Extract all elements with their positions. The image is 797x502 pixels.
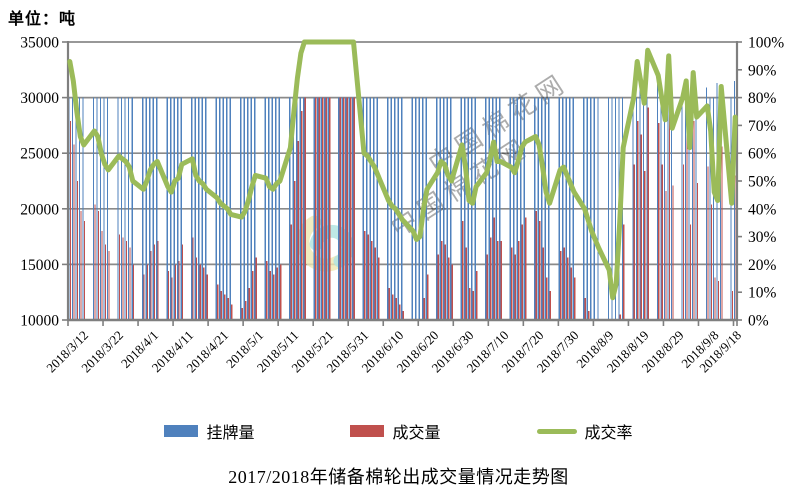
x-axis-labels: 2018/3/122018/3/222018/4/12018/4/112018/…: [43, 328, 744, 376]
svg-text:30000: 30000: [20, 90, 59, 107]
legend: 挂牌量 成交量 成交率: [0, 419, 797, 443]
legend-label-traded-volume: 成交量: [392, 425, 441, 442]
svg-text:40%: 40%: [748, 201, 777, 218]
legend-item-listed-volume: 挂牌量: [164, 419, 254, 443]
svg-text:80%: 80%: [748, 90, 777, 107]
svg-text:10%: 10%: [748, 285, 777, 302]
svg-text:25000: 25000: [20, 146, 59, 163]
svg-text:10000: 10000: [20, 313, 59, 330]
left-axis-labels: 35000 30000 25000 20000 15000 10000: [20, 35, 59, 330]
legend-swatch-traded-volume-bar: [350, 425, 385, 437]
svg-text:60%: 60%: [748, 146, 777, 163]
svg-text:20000: 20000: [20, 201, 59, 218]
svg-text:20%: 20%: [748, 257, 777, 274]
legend-item-transaction-rate: 成交率: [536, 419, 633, 443]
legend-item-traded-volume: 成交量: [350, 419, 441, 443]
legend-label-transaction-rate: 成交率: [584, 425, 633, 442]
volume-rate-combo-chart: 中国棉花网中国棉花网350003000025000200001500010000…: [20, 35, 784, 376]
bars-traded-volume: [69, 97, 737, 321]
svg-text:35000: 35000: [20, 35, 59, 52]
svg-text:100%: 100%: [748, 35, 784, 52]
axes: [62, 41, 742, 326]
legend-swatch-listed-volume-bar: [164, 425, 199, 437]
svg-text:70%: 70%: [748, 118, 777, 135]
right-axis-labels: 100% 90% 80% 70% 60% 50% 40% 30% 20% 10% 0%: [748, 35, 784, 330]
unit-label: 单位：吨: [8, 11, 77, 28]
chart-title: 2017/2018年储备棉轮出成交量情况走势图: [228, 467, 569, 487]
svg-text:50%: 50%: [748, 174, 777, 191]
legend-swatch-transaction-rate-line: [536, 428, 577, 434]
svg-text:30%: 30%: [748, 229, 777, 246]
svg-text:90%: 90%: [748, 62, 777, 79]
svg-text:0%: 0%: [748, 313, 769, 330]
transaction-rate-line: [67, 39, 738, 301]
svg-text:15000: 15000: [20, 257, 59, 274]
legend-label-listed-volume: 挂牌量: [206, 425, 255, 442]
